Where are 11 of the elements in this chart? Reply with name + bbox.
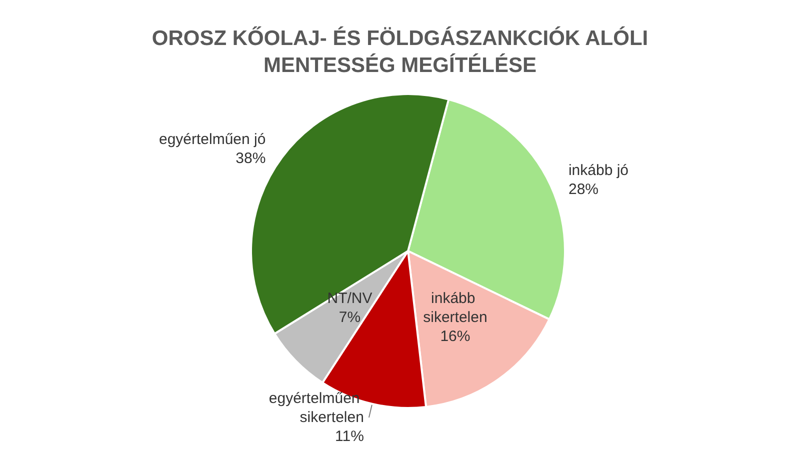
data-label: 7% (338, 309, 361, 326)
data-label: 11% (335, 428, 364, 445)
slice-label: egyértelműen jó (158, 131, 266, 148)
data-label: 28% (568, 180, 599, 198)
data-label: 16% (440, 328, 470, 345)
slice-label: egyértelműen sikertelen (268, 390, 364, 426)
slice-label: NT/NV (327, 290, 372, 308)
slice-label: inkább jó (568, 162, 629, 179)
chart-title: OROSZ KŐOLAJ- ÉS FÖLDGÁSZANKCIÓK ALÓLI MENTESSÉG MEGÍTÉLÉSE (152, 26, 648, 77)
data-label: 38% (236, 150, 266, 168)
slice-label: inkább sikertelen (423, 290, 488, 326)
